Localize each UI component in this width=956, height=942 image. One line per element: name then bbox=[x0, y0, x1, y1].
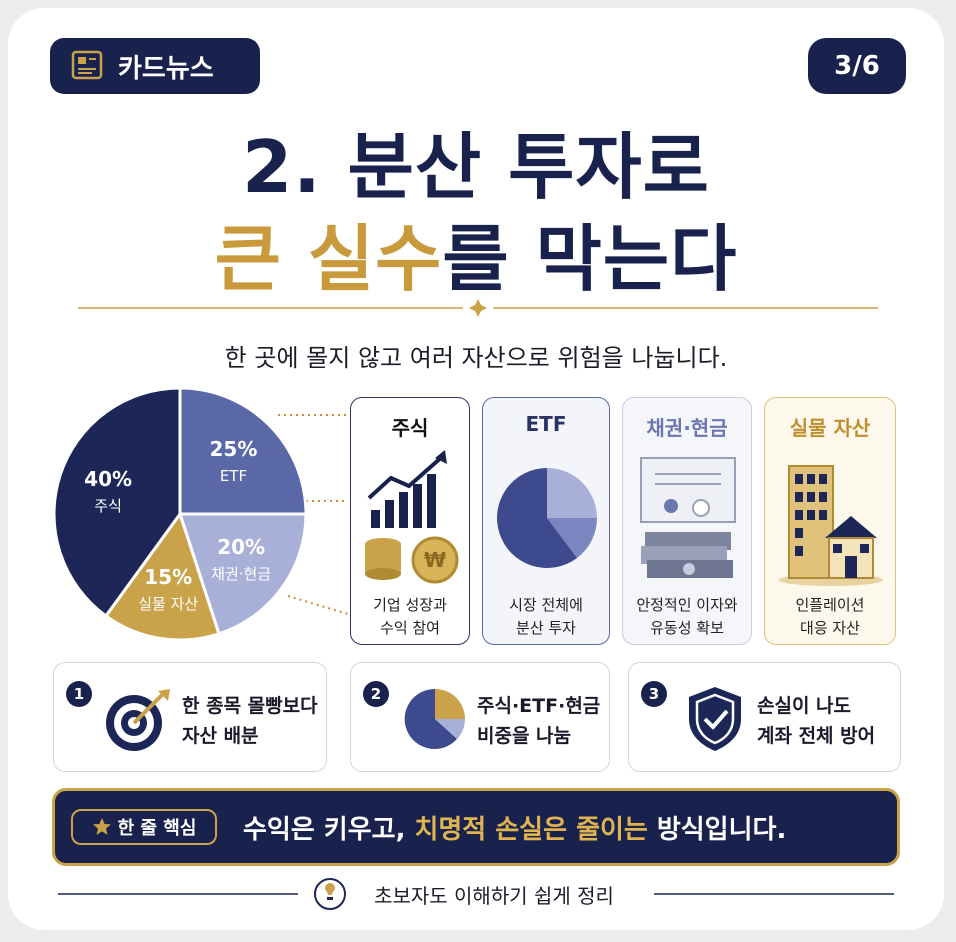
card-title: ETF bbox=[525, 412, 567, 436]
target-icon bbox=[106, 689, 170, 751]
mini-pie-icon bbox=[404, 688, 465, 749]
key-badge-text: 한 줄 핵심 bbox=[117, 818, 197, 839]
title-line-2: 큰 실수를 막는다 bbox=[8, 200, 944, 305]
point-number: 3 bbox=[641, 681, 667, 707]
desc-line: 대응 자산 bbox=[800, 619, 860, 637]
slice-value: 40% bbox=[84, 467, 132, 491]
key-part: 수익은 키우고, bbox=[243, 815, 406, 845]
shield-icon bbox=[689, 687, 741, 751]
point-number: 1 bbox=[66, 681, 92, 707]
svg-text:₩: ₩ bbox=[424, 548, 446, 572]
divider bbox=[78, 299, 878, 317]
slice-value: 25% bbox=[210, 437, 258, 461]
subtitle: 한 곳에 몰지 않고 여러 자산으로 위험을 나눕니다. bbox=[224, 344, 728, 372]
footer-text: 초보자도 이해하기 쉽게 정리 bbox=[374, 884, 614, 908]
desc-line: 유동성 확보 bbox=[650, 619, 724, 637]
card-news: 카드뉴스 3/6 2. 분산 투자로 큰 실수를 막는다 한 곳에 몰지 않고 … bbox=[8, 8, 944, 930]
point-line: 자산 배분 bbox=[182, 725, 259, 747]
card-title: 실물 자산 bbox=[789, 416, 871, 440]
point-number: 2 bbox=[363, 681, 389, 707]
card-title: 채권·현금 bbox=[646, 416, 728, 440]
desc-line: 기업 성장과 bbox=[373, 596, 447, 614]
page-number: 3/6 bbox=[808, 38, 906, 94]
slice-label: 실물 자산 bbox=[138, 595, 198, 613]
stock-icon: ₩ bbox=[365, 450, 459, 584]
desc-line: 시장 전체에 bbox=[509, 596, 583, 614]
point-line: 주식·ETF·현금 bbox=[477, 695, 601, 717]
key-highlight: 치명적 손실은 줄이는 bbox=[414, 815, 648, 845]
point-line: 손실이 나도 bbox=[757, 695, 852, 717]
title-highlight: 큰 실수 bbox=[214, 217, 443, 301]
star-icon bbox=[92, 818, 111, 835]
slice-label: ETF bbox=[220, 467, 247, 485]
point-line: 한 종목 몰빵보다 bbox=[182, 695, 318, 717]
pie-slice bbox=[103, 510, 221, 642]
pie-chart: 25% ETF 20% 채권·현금 15% 실물 자산 40% 주식 bbox=[52, 386, 349, 642]
desc-line: 안정적인 이자와 bbox=[636, 596, 738, 614]
slice-value: 15% bbox=[144, 565, 192, 589]
slice-label: 주식 bbox=[94, 497, 122, 515]
badge-text: 카드뉴스 bbox=[118, 53, 214, 84]
pie-slice bbox=[178, 386, 308, 516]
bond-icon bbox=[640, 457, 736, 578]
category-badge: 카드뉴스 bbox=[50, 38, 260, 94]
key-badge: 한 줄 핵심 bbox=[71, 809, 217, 845]
key-part: 방식입니다. bbox=[656, 815, 787, 845]
pie-slice bbox=[177, 512, 308, 636]
key-text: 수익은 키우고, 치명적 손실은 줄이는 방식입니다. bbox=[243, 809, 786, 846]
desc-line: 수익 참여 bbox=[380, 619, 440, 637]
desc-line: 분산 투자 bbox=[516, 619, 576, 637]
title-line-1: 2. 분산 투자로 bbox=[242, 125, 710, 209]
key-message-bar: 한 줄 핵심 수익은 키우고, 치명적 손실은 줄이는 방식입니다. bbox=[52, 788, 900, 866]
news-icon bbox=[71, 50, 103, 80]
slice-label: 채권·현금 bbox=[211, 565, 271, 583]
pie-slice bbox=[52, 386, 182, 619]
card-title: 주식 bbox=[391, 416, 429, 440]
desc-line: 인플레이션 bbox=[795, 596, 865, 614]
point-line: 계좌 전체 방어 bbox=[757, 725, 876, 747]
point-line: 비중을 나눔 bbox=[477, 725, 572, 747]
real-estate-icon bbox=[779, 465, 883, 586]
title-rest: 를 막는다 bbox=[442, 217, 738, 301]
footer-decoration bbox=[58, 878, 894, 910]
etf-icon bbox=[497, 468, 597, 568]
slice-value: 20% bbox=[217, 535, 265, 559]
